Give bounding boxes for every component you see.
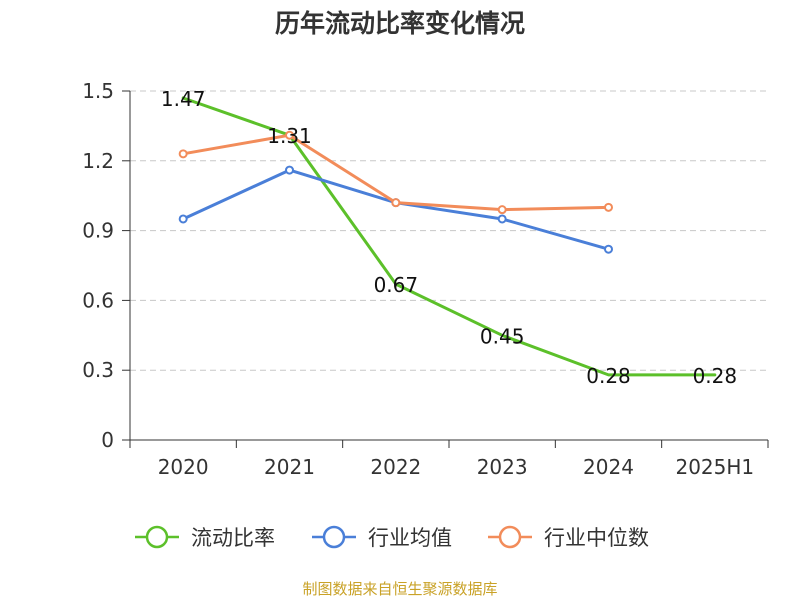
legend: 流动比率 行业均值 行业中位数: [135, 525, 649, 550]
data-label: 0.28: [586, 364, 631, 388]
x-tick-label: 2021: [264, 455, 315, 479]
axes: 0 0.3 0.6 0.9 1.2 1.5 2020 2021 2022 2023 2024 2025…: [82, 79, 769, 479]
legend-label-0: 流动比率: [191, 526, 275, 550]
y-tick-label: 0.9: [82, 219, 114, 243]
data-label: 1.47: [161, 87, 206, 111]
series-point-1: [604, 244, 613, 254]
series-point-2: [178, 149, 188, 159]
x-tick-label: 2023: [477, 455, 528, 479]
legend-label-1: 行业均值: [368, 526, 452, 550]
source-note: 制图数据来自恒生聚源数据库: [302, 580, 497, 598]
data-label: 0.67: [374, 273, 419, 297]
data-labels: 1.47 1.31 0.67 0.45 0.28 0.28: [161, 87, 737, 388]
x-tick-label: 2022: [370, 455, 421, 479]
x-tick-label: 2020: [158, 455, 209, 479]
series-point-1: [178, 214, 188, 224]
legend-marker-2: [498, 525, 522, 549]
data-label: 1.31: [267, 124, 312, 148]
data-label: 0.28: [693, 364, 738, 388]
x-tick-label: 2025H1: [675, 455, 754, 479]
x-tick-label: 2024: [583, 455, 634, 479]
legend-label-2: 行业中位数: [544, 526, 649, 550]
series-group: [178, 96, 717, 377]
y-tick-label: 0: [101, 428, 114, 452]
data-label: 0.45: [480, 324, 525, 348]
series-point-1: [497, 214, 507, 224]
chart-title: 历年流动比率变化情况: [275, 9, 525, 38]
series-point-2: [285, 130, 294, 140]
y-tick-label: 0.6: [82, 288, 114, 312]
legend-marker-0: [145, 525, 169, 549]
series-point-2: [604, 202, 613, 212]
series-line-0: [181, 96, 717, 377]
series-point-1: [285, 165, 294, 175]
legend-marker-1: [322, 525, 346, 549]
series-point-2: [391, 198, 401, 208]
series-point-2: [497, 205, 507, 215]
grid-lines: [130, 90, 768, 371]
y-tick-label: 0.3: [82, 358, 114, 382]
y-tick-label: 1.5: [82, 79, 114, 103]
y-tick-label: 1.2: [82, 149, 114, 173]
